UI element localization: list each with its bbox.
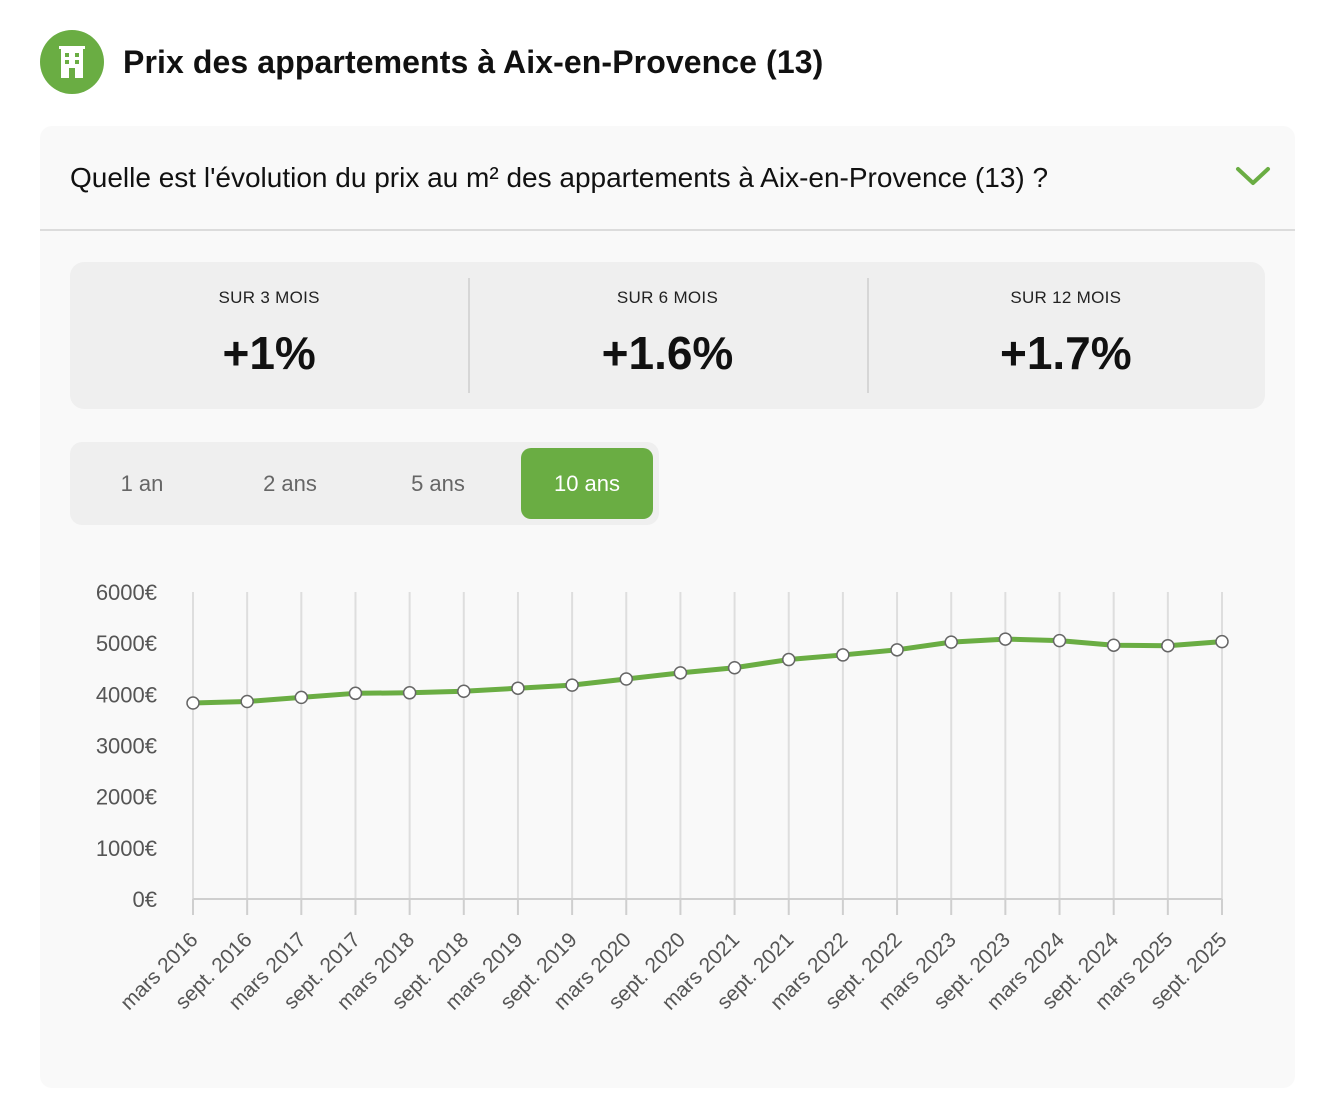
section-question: Quelle est l'évolution du prix au m² des…	[70, 161, 1049, 193]
chevron-down-icon[interactable]	[1235, 164, 1271, 188]
data-point	[240, 694, 254, 709]
price-line-chart: 0€1000€2000€3000€4000€5000€6000€mars 201…	[96, 580, 1232, 1015]
period-option-10-years[interactable]: 10 ans	[521, 448, 653, 519]
series-line	[190, 636, 1225, 706]
data-point	[294, 690, 309, 705]
price-evolution-card: Quelle est l'évolution du prix au m² des…	[40, 126, 1295, 1088]
stat-value: +1.7%	[999, 327, 1132, 379]
stat-value: +1.6%	[601, 327, 734, 379]
stat-6-months: SUR 6 MOIS +1.6%	[468, 262, 866, 409]
y-tick-label: 6000€	[96, 580, 157, 605]
data-point	[944, 635, 958, 649]
data-point	[998, 632, 1013, 646]
stat-label: SUR 12 MOIS	[1010, 288, 1122, 307]
data-point	[727, 660, 742, 675]
y-tick-label: 2000€	[96, 785, 157, 810]
y-tick-label: 3000€	[96, 734, 157, 759]
data-point	[402, 686, 417, 700]
page-title: Prix des appartements à Aix-en-Provence …	[123, 43, 824, 80]
y-tick-label: 4000€	[96, 682, 157, 707]
data-point	[836, 648, 850, 662]
page-header: Prix des appartements à Aix-en-Provence …	[40, 30, 823, 94]
stat-value: +1%	[222, 327, 316, 379]
accordion-header[interactable]: Quelle est l'évolution du prix au m² des…	[40, 126, 1295, 231]
data-point	[186, 696, 200, 710]
data-point	[565, 678, 579, 692]
stat-12-months: SUR 12 MOIS +1.7%	[866, 262, 1265, 409]
data-point	[1052, 633, 1067, 648]
data-point	[1161, 638, 1175, 653]
data-point	[1215, 634, 1229, 649]
data-point	[511, 681, 525, 695]
period-option-1-year[interactable]: 1 an	[120, 470, 164, 496]
period-selector: 1 an 2 ans 5 ans 10 ans	[70, 442, 659, 525]
data-point	[1106, 638, 1121, 652]
building-icon	[40, 30, 104, 94]
data-point	[673, 666, 688, 680]
period-option-5-years[interactable]: 5 ans	[411, 470, 465, 496]
y-tick-label: 0€	[133, 887, 157, 912]
period-option-2-years[interactable]: 2 ans	[263, 470, 317, 496]
y-tick-label: 5000€	[96, 631, 157, 656]
stat-label: SUR 6 MOIS	[616, 288, 719, 307]
stat-label: SUR 3 MOIS	[218, 288, 320, 307]
variation-stats: SUR 3 MOIS +1% SUR 6 MOIS +1.6% SUR 12 M…	[70, 262, 1265, 409]
y-tick-label: 1000€	[96, 836, 157, 861]
stat-3-months: SUR 3 MOIS +1%	[70, 262, 468, 409]
data-point	[619, 672, 634, 686]
data-point	[781, 652, 796, 667]
data-point	[457, 684, 471, 699]
data-point	[348, 686, 363, 701]
data-point	[890, 643, 904, 657]
